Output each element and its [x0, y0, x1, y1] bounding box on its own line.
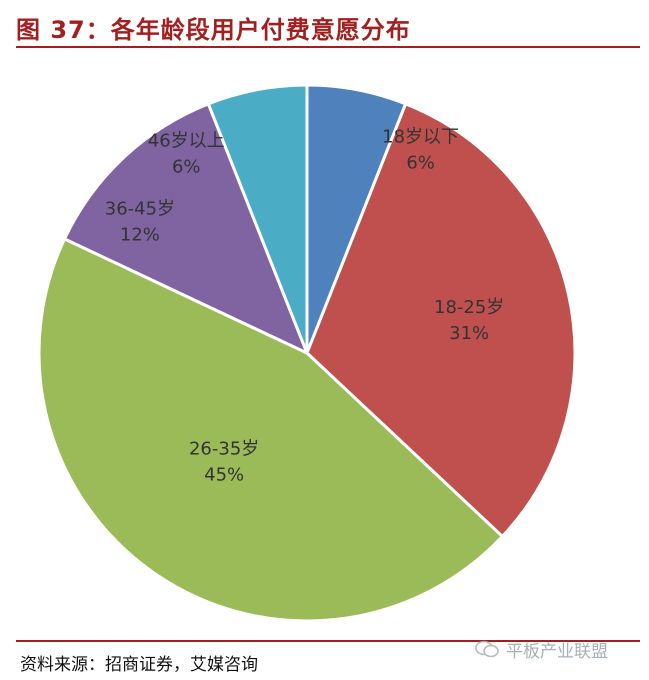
slice-percent-label: 6% [172, 156, 201, 177]
slice-percent-label: 31% [449, 323, 489, 344]
slice-percent-label: 45% [204, 464, 244, 485]
title-divider [16, 46, 640, 48]
slice-percent-label: 6% [406, 152, 435, 173]
source-divider [16, 640, 640, 642]
wechat-icon [475, 640, 499, 658]
pie-slices [37, 83, 577, 623]
slice-category-label: 36-45岁 [105, 199, 175, 220]
slice-category-label: 26-35岁 [189, 438, 259, 459]
pie-chart: 18岁以下 6% 18-25岁 31% 26-35岁 45% 36-45岁 12% 46岁以上 6… [37, 83, 577, 623]
watermark: 平板产业联盟 [474, 637, 608, 662]
slice-category-label: 46岁以上 [148, 130, 225, 151]
pie-slice-4 [62, 101, 310, 356]
figure-title: 图 37：各年龄段用户付费意愿分布 [16, 16, 411, 44]
slice-category-label: 18岁以下 [382, 126, 459, 147]
pie-slice-2 [305, 101, 577, 539]
pie-labels: 18岁以下 6% 18-25岁 31% 26-35岁 45% 36-45岁 12% 46岁以上 6… [105, 126, 505, 485]
pie-slice-5 [206, 83, 309, 354]
slice-percent-label: 12% [120, 225, 160, 246]
watermark-text: 平板产业联盟 [506, 641, 608, 662]
pie-slice-3 [37, 236, 505, 623]
slice-category-label: 18-25岁 [434, 297, 504, 318]
source-note: 资料来源：招商证券，艾媒咨询 [20, 655, 258, 675]
